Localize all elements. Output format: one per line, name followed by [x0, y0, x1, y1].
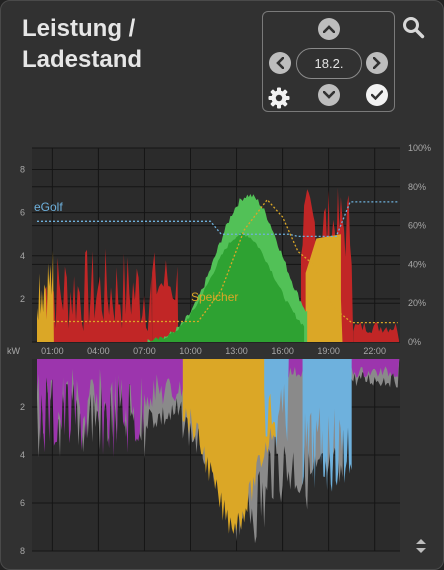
y2-tick-label: 0% — [408, 337, 421, 347]
household-consumption-area — [37, 359, 400, 458]
y-tick-label: 4 — [20, 450, 25, 460]
consumption-chart — [32, 359, 400, 552]
chevron-up-icon[interactable] — [318, 18, 340, 40]
x-tick-label: 13:00 — [225, 346, 248, 356]
y-tick-label: 6 — [20, 208, 25, 218]
y-tick-label: 6 — [20, 498, 25, 508]
y-tick-label: 2 — [20, 402, 25, 412]
grid-import-area — [353, 322, 400, 342]
date-navigator: 18.2. — [262, 11, 395, 112]
y2-tick-label: 40% — [408, 259, 426, 269]
x-tick-label: 01:00 — [41, 346, 64, 356]
grid-import-area — [152, 252, 179, 342]
title-line-1: Leistung / — [22, 15, 136, 42]
title-line-2: Ladestand — [22, 46, 143, 73]
y2-tick-label: 20% — [408, 298, 426, 308]
egolf-annotation: eGolf — [34, 200, 63, 214]
battery-soc-line — [37, 198, 398, 324]
chevron-left-icon[interactable] — [269, 52, 291, 74]
chevron-down-icon[interactable] — [318, 84, 340, 106]
y-tick-label: 4 — [20, 251, 25, 261]
y2-tick-label: 60% — [408, 221, 426, 231]
sort-icon[interactable] — [413, 535, 429, 557]
battery-area — [150, 232, 305, 342]
x-tick-label: 10:00 — [179, 346, 202, 356]
y2-tick-label: 100% — [408, 143, 431, 153]
solar-area — [37, 250, 54, 342]
chevron-right-icon[interactable] — [366, 52, 388, 74]
search-icon[interactable] — [401, 15, 425, 39]
egolf-consumption-area — [302, 359, 352, 492]
check-icon[interactable] — [366, 84, 388, 106]
egolf-consumption-area — [264, 359, 289, 448]
grid-import-area — [44, 248, 153, 342]
x-tick-label: 04:00 — [87, 346, 110, 356]
y-tick-label: 8 — [20, 165, 25, 175]
x-tick-label: 19:00 — [317, 346, 340, 356]
x-tick-label: 16:00 — [271, 346, 294, 356]
y-tick-label: 2 — [20, 294, 25, 304]
y-tick-label: 8 — [20, 546, 25, 556]
gear-icon[interactable] — [267, 86, 291, 110]
y2-tick-label: 80% — [408, 182, 426, 192]
solar-consumption-area — [182, 359, 277, 534]
date-display[interactable]: 18.2. — [296, 48, 362, 79]
y-axis-label: kW — [7, 346, 21, 356]
battery-annotation: Speicher — [191, 290, 238, 304]
power-chart — [32, 147, 400, 343]
x-tick-label: 22:00 — [363, 346, 386, 356]
page-title: Leistung / Ladestand — [22, 13, 142, 75]
egolf-soc-line — [37, 201, 398, 238]
x-tick-label: 07:00 — [133, 346, 156, 356]
